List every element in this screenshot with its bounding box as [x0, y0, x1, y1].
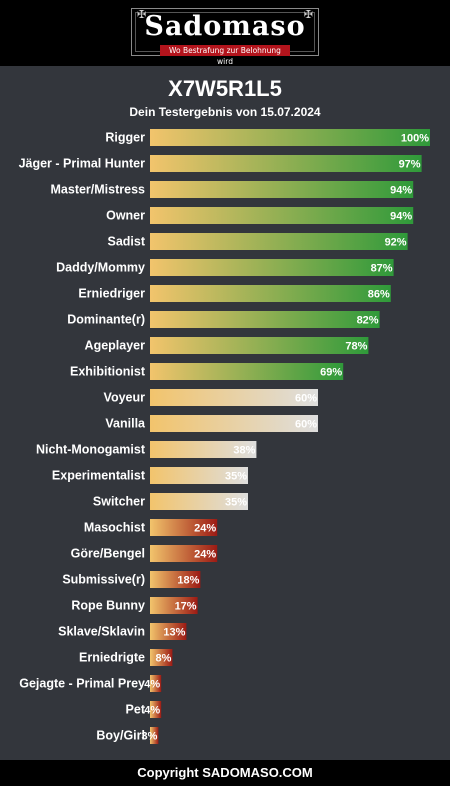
- logo-title: Sadomaso: [144, 11, 306, 42]
- bar-value-label: 82%: [357, 315, 379, 327]
- category-label: Owner: [106, 209, 145, 223]
- bar-value-label: 13%: [163, 627, 185, 639]
- bar: [150, 493, 248, 510]
- bar: [150, 571, 201, 588]
- bar-value-label: 3%: [141, 731, 157, 743]
- category-label: Boy/Girl: [96, 729, 145, 743]
- category-label: Rigger: [105, 131, 145, 145]
- result-title: X7W5R1L5: [168, 76, 282, 101]
- bar: [150, 337, 369, 354]
- bar: [150, 389, 318, 406]
- category-label: Vanilla: [105, 417, 146, 431]
- category-label: Masochist: [84, 521, 146, 535]
- category-label: Sadist: [107, 235, 145, 249]
- category-label: Nicht-Monogamist: [36, 443, 146, 457]
- bar: [150, 129, 430, 146]
- category-label: Rope Bunny: [71, 599, 145, 613]
- bar-value-label: 97%: [399, 159, 421, 171]
- bar-value-label: 17%: [175, 601, 197, 613]
- bar: [150, 311, 380, 328]
- bar: [150, 701, 162, 718]
- bar: [150, 675, 162, 692]
- category-label: Submissive(r): [62, 573, 145, 587]
- bar-value-label: 86%: [368, 289, 390, 301]
- result-subtitle: Dein Testergebnis von 15.07.2024: [129, 105, 321, 119]
- category-label: Ageplayer: [85, 339, 146, 353]
- bar-value-label: 24%: [194, 523, 216, 535]
- bar-value-label: 18%: [177, 575, 199, 587]
- bar: [150, 363, 344, 380]
- bar: [150, 545, 218, 562]
- category-label: Erniedriger: [78, 287, 145, 301]
- bar: [150, 441, 257, 458]
- category-label: Experimentalist: [52, 469, 146, 483]
- category-label: Dominante(r): [67, 313, 145, 327]
- bar-value-label: 92%: [385, 237, 407, 249]
- category-label: Exhibitionist: [70, 365, 146, 379]
- bar: [150, 155, 422, 172]
- logo-tagline: Wo Bestrafung zur Belohnung wird: [160, 45, 290, 66]
- category-label: Erniedrigte: [79, 651, 145, 665]
- bar: [150, 233, 408, 250]
- header-bar: ✠ ✠ Sadomaso Wo Bestrafung zur Belohnung…: [0, 0, 450, 66]
- result-bar-chart: Rigger 100% Jäger - Primal Hunter 97% Master…: [19, 129, 430, 744]
- logo-ornament-left-icon: ✠: [137, 9, 147, 21]
- category-label: Gejagte - Primal Prey: [19, 677, 145, 691]
- category-label: Switcher: [93, 495, 145, 509]
- bar-value-label: 35%: [225, 471, 247, 483]
- category-label: Sklave/Sklavin: [58, 625, 145, 639]
- bar: [150, 207, 414, 224]
- bar-value-label: 94%: [390, 211, 412, 223]
- bar-value-label: 24%: [194, 549, 216, 561]
- category-label: Pet: [126, 703, 146, 717]
- bar: [150, 519, 218, 536]
- bar-value-label: 8%: [155, 653, 171, 665]
- bar: [150, 181, 414, 198]
- bar: [150, 259, 394, 276]
- bar: [150, 597, 198, 614]
- bar-value-label: 35%: [225, 497, 247, 509]
- bar-value-label: 94%: [390, 185, 412, 197]
- bar: [150, 727, 159, 744]
- bar-value-label: 60%: [295, 419, 317, 431]
- bar-value-label: 60%: [295, 393, 317, 405]
- category-label: Göre/Bengel: [71, 547, 145, 561]
- bar: [150, 649, 173, 666]
- bar-value-label: 4%: [144, 679, 160, 691]
- bar: [150, 467, 248, 484]
- bar: [150, 285, 391, 302]
- site-logo[interactable]: ✠ ✠ Sadomaso Wo Bestrafung zur Belohnung…: [131, 8, 319, 66]
- bar-value-label: 38%: [233, 445, 255, 457]
- category-label: Daddy/Mommy: [56, 261, 145, 275]
- category-label: Voyeur: [104, 391, 146, 405]
- bar: [150, 415, 318, 432]
- bar: [150, 623, 187, 640]
- bar-value-label: 69%: [320, 367, 342, 379]
- bar-value-label: 87%: [371, 263, 393, 275]
- bar-value-label: 78%: [345, 341, 367, 353]
- bar-value-label: 4%: [144, 705, 160, 717]
- footer-copyright[interactable]: Copyright SADOMASO.COM: [0, 760, 450, 786]
- logo-ornament-right-icon: ✠: [303, 9, 313, 21]
- category-label: Jäger - Primal Hunter: [19, 157, 146, 171]
- bar-value-label: 100%: [401, 133, 429, 145]
- category-label: Master/Mistress: [51, 183, 146, 197]
